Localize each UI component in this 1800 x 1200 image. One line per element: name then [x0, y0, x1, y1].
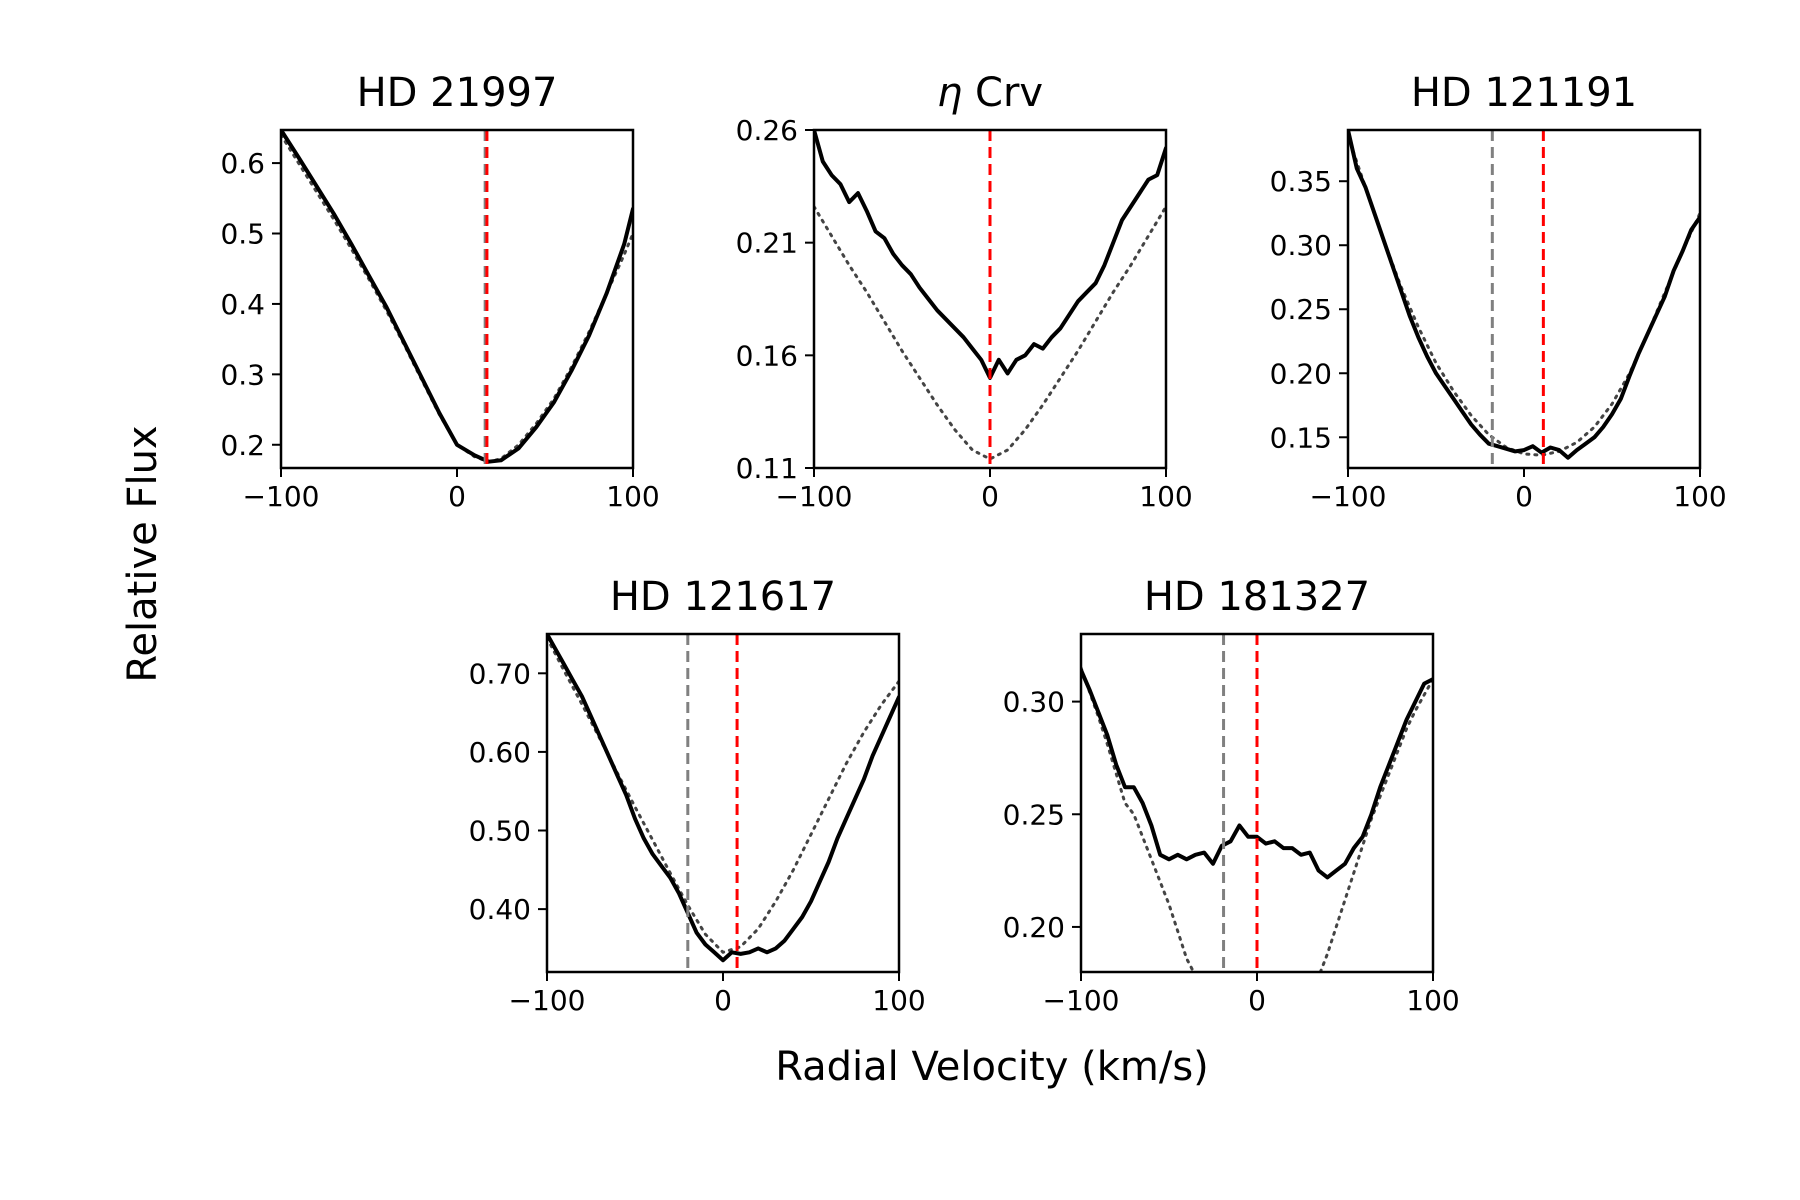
y-tick-label: 0.70: [469, 657, 531, 690]
x-tick-label: 0: [1248, 984, 1266, 1017]
y-tick-label: 0.25: [1270, 293, 1332, 326]
y-tick-label: 0.4: [220, 288, 265, 321]
x-tick-label: 0: [1515, 480, 1533, 513]
observed-line: [547, 634, 899, 963]
x-tick-label: −100: [243, 480, 320, 513]
plot-area: [1081, 634, 1433, 972]
y-tick-label: 0.50: [469, 815, 531, 848]
panel-3: −100 0 100 0.15 0.20 0.25 0.30 0.35 HD 121191: [1270, 70, 1727, 513]
y-tick-label: 0.3: [220, 358, 265, 391]
y-tick-label: 0.35: [1270, 165, 1332, 198]
plot-area: [281, 130, 633, 468]
figure-xlabel: Radial Velocity (km/s): [775, 1044, 1209, 1090]
plot-area: [814, 130, 1166, 468]
figure-ylabel: Relative Flux: [120, 425, 166, 682]
y-tick-label: 0.20: [1270, 357, 1332, 390]
panel-1: −100 0 100 0.2 0.3 0.4 0.5 0.6 HD 21997: [220, 70, 659, 513]
observed-line: [1348, 130, 1700, 460]
y-tick-label: 0.5: [220, 218, 265, 251]
y-tick-label: 0.11: [736, 452, 798, 485]
y-tick-label: 0.16: [736, 339, 798, 372]
x-tick-label: 0: [981, 480, 999, 513]
y-tick-label: 0.20: [1003, 911, 1065, 944]
y-tick-label: 0.40: [469, 893, 531, 926]
panel-2: −100 0 100 0.11 0.16 0.21 0.26 η Crv: [736, 70, 1193, 513]
panel-title: HD 21997: [357, 70, 558, 116]
y-tick-label: 0.6: [220, 147, 265, 180]
y-tick-label: 0.15: [1270, 421, 1332, 454]
x-tick-label: −100: [509, 984, 586, 1017]
plot-area: [1348, 130, 1700, 468]
x-tick-label: 100: [1139, 480, 1192, 513]
y-tick-label: 0.30: [1270, 229, 1332, 262]
panel-title: HD 121617: [610, 574, 836, 620]
panel-5: −100 0 100 0.20 0.25 0.30 HD 181327: [1003, 574, 1460, 1017]
model-line: [1318, 677, 1433, 972]
x-tick-label: −100: [776, 480, 853, 513]
observed-line: [1081, 668, 1433, 880]
panel-title: HD 121191: [1411, 70, 1637, 116]
panel-4: −100 0 100 0.40 0.50 0.60 0.70 HD 121617: [469, 574, 926, 1017]
y-tick-label: 0.26: [736, 114, 798, 147]
plot-area: [547, 634, 899, 972]
y-tick-label: 0.30: [1003, 686, 1065, 719]
x-tick-label: 100: [872, 984, 925, 1017]
x-tick-label: 0: [448, 480, 466, 513]
y-tick-label: 0.21: [736, 227, 798, 260]
panels: −100 0 100 0.2 0.3 0.4 0.5 0.6 HD 21997 −100 0 100 0…: [220, 70, 1726, 1017]
x-tick-label: 100: [1673, 480, 1726, 513]
x-tick-label: 100: [1406, 984, 1459, 1017]
observed-line: [281, 130, 633, 464]
y-tick-label: 0.25: [1003, 798, 1065, 831]
x-tick-label: 0: [714, 984, 732, 1017]
y-tick-label: 0.2: [220, 429, 265, 462]
panel-title: HD 181327: [1144, 574, 1370, 620]
x-tick-label: −100: [1043, 984, 1120, 1017]
y-tick-label: 0.60: [469, 736, 531, 769]
x-tick-label: 100: [606, 480, 659, 513]
panel-title: η Crv: [937, 70, 1043, 116]
x-tick-label: −100: [1310, 480, 1387, 513]
